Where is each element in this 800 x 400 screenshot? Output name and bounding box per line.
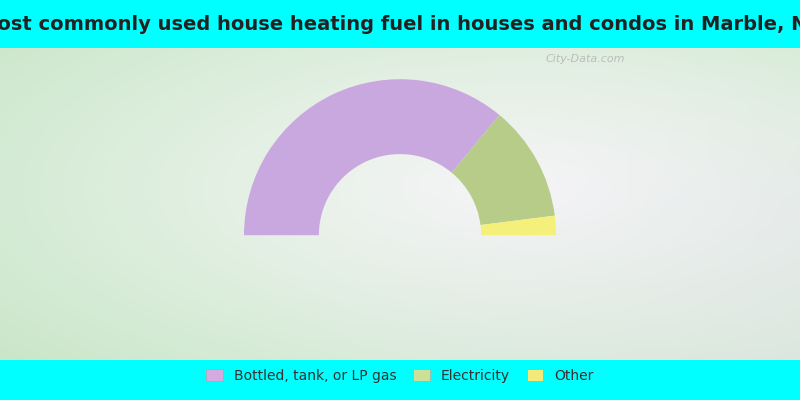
Text: Most commonly used house heating fuel in houses and condos in Marble, NC: Most commonly used house heating fuel in… bbox=[0, 14, 800, 34]
Wedge shape bbox=[481, 216, 556, 235]
Legend: Bottled, tank, or LP gas, Electricity, Other: Bottled, tank, or LP gas, Electricity, O… bbox=[202, 365, 598, 387]
Wedge shape bbox=[244, 79, 499, 235]
Text: City-Data.com: City-Data.com bbox=[545, 54, 625, 64]
Wedge shape bbox=[452, 115, 554, 225]
